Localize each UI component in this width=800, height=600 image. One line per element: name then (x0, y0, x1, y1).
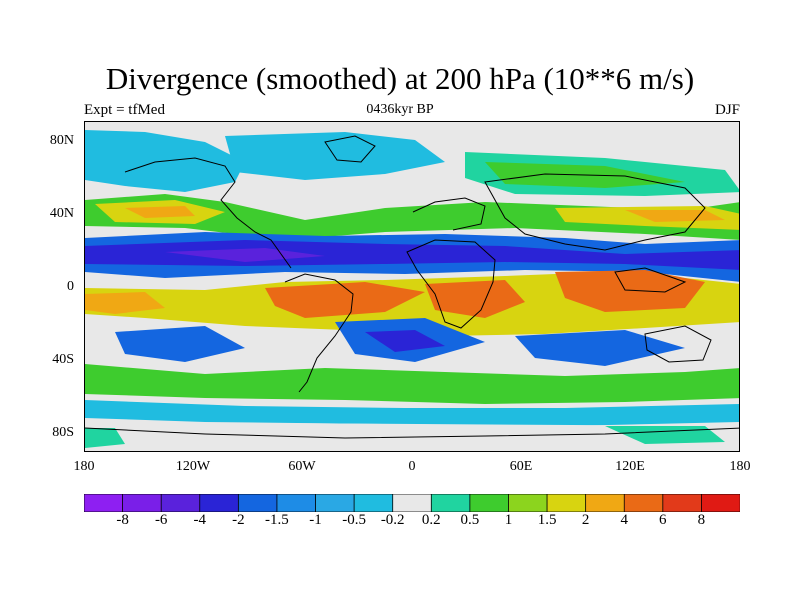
maritime-continent-divergence (555, 270, 705, 312)
x-tick-60e: 60E (509, 459, 533, 474)
sh-pacific-convergence (115, 326, 245, 362)
colorbar-swatch (469, 494, 510, 512)
sh-indian-convergence (515, 330, 685, 366)
y-tick-eq: 0 (67, 279, 74, 294)
colorbar-label: -0.2 (380, 512, 405, 528)
colorbar-swatch (430, 494, 471, 512)
colorbar-swatch (199, 494, 239, 512)
pacific-divergence (85, 292, 165, 314)
colorbar-swatch (392, 494, 432, 512)
experiment-label: Expt = tfMed (84, 102, 165, 118)
colorbar-swatch (160, 494, 201, 512)
nh-atlantic-band (225, 132, 445, 180)
colorbar-label: -8 (116, 512, 129, 528)
colorbar-label: 0.2 (421, 512, 441, 528)
x-tick-60w: 60W (288, 459, 316, 474)
sh-highlat-band (85, 400, 739, 426)
x-tick-120w: 120W (175, 459, 211, 474)
colorbar-label: 1 (504, 512, 513, 528)
colorbar-label: 0.5 (460, 512, 480, 528)
x-tick-120e: 120E (615, 459, 645, 474)
divergence-map (84, 121, 740, 452)
antarctic-neutral (85, 422, 739, 451)
colorbar-label: -1.5 (265, 512, 289, 528)
y-tick-80n: 80N (49, 133, 74, 148)
nh-pacific-strong (125, 206, 195, 218)
colorbar-swatch (84, 494, 124, 512)
colorbar-swatch (353, 494, 394, 512)
colorbar-swatch (315, 494, 355, 512)
plot-title: Divergence (smoothed) at 200 hPa (10**6 … (105, 61, 695, 96)
y-tick-40n: 40N (49, 206, 74, 221)
colorbar-label: 8 (697, 512, 706, 528)
colorbar-swatch (122, 494, 162, 512)
colorbar-label: -2 (232, 512, 245, 528)
colorbar-swatch (662, 494, 703, 512)
colorbar-label: -0.5 (342, 512, 366, 528)
colorbar-label: 6 (659, 512, 667, 528)
colorbar-label: -4 (193, 512, 207, 528)
x-tick-180w: 180 (73, 459, 95, 474)
sh-midlat-band (85, 364, 739, 404)
tropical-strong-convergence (85, 240, 739, 270)
season-label: DJF (714, 102, 740, 118)
colorbar-swatch (701, 494, 740, 512)
period-label: 0436kyr BP (366, 102, 434, 117)
colorbar-swatch (546, 494, 587, 512)
antarctic-patch-west (85, 428, 125, 448)
colorbar-swatch (276, 494, 317, 512)
colorbar-label: 4 (620, 512, 628, 528)
colorbar-swatch (237, 494, 278, 512)
nh-midlat-band (85, 194, 739, 240)
y-tick-40s: 40S (52, 352, 74, 367)
africa-divergence (425, 280, 525, 318)
colorbar-label: -6 (154, 512, 168, 528)
colorbar-label: -1 (309, 512, 322, 528)
tropical-core-convergence (165, 248, 325, 262)
x-tick-180e: 180 (729, 459, 751, 474)
colorbar-swatch (508, 494, 548, 512)
colorbar-swatch (585, 494, 625, 512)
coastlines (85, 135, 739, 439)
x-tick-0: 0 (408, 459, 416, 474)
y-tick-80s: 80S (52, 425, 74, 440)
nh-westpac-strong (625, 210, 725, 222)
sh-atlantic-strong (365, 330, 445, 352)
map-field (85, 122, 739, 451)
colorbar-label: 2 (581, 512, 590, 528)
colorbar-swatch (623, 494, 664, 512)
south-america-divergence (265, 282, 425, 318)
colorbar-label: 1.5 (537, 512, 557, 528)
colorbar (84, 494, 740, 512)
